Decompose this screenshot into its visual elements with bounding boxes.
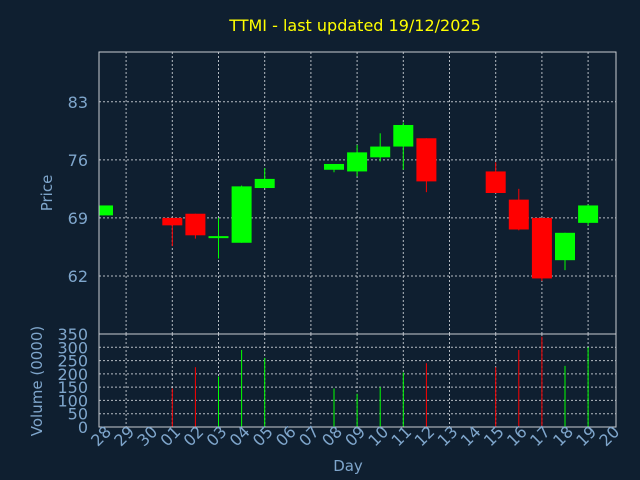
candle-body bbox=[370, 146, 391, 158]
x-axis-label: Day bbox=[333, 457, 363, 475]
chart-title: TTMI - last updated 19/12/2025 bbox=[228, 16, 481, 35]
volume-y-tick-label: 100 bbox=[57, 391, 88, 410]
candle-body bbox=[555, 232, 575, 261]
candle-body bbox=[231, 186, 252, 243]
candle-body bbox=[578, 205, 599, 223]
volume-bars bbox=[171, 336, 589, 427]
price-y-tick-label: 69 bbox=[68, 209, 88, 228]
candle bbox=[185, 213, 206, 239]
volume-frame bbox=[98, 333, 617, 428]
volume-y-tick-label: 150 bbox=[57, 378, 88, 397]
price-axis-label: Price bbox=[38, 175, 56, 212]
price-y-tick-label: 83 bbox=[68, 93, 88, 112]
candle-body bbox=[185, 213, 206, 236]
x-axis-ticks: 2829300102030405060708091011121314151617… bbox=[87, 422, 623, 450]
candle bbox=[508, 188, 529, 231]
volume-y-tick-label: 250 bbox=[57, 352, 88, 371]
candle bbox=[99, 205, 113, 216]
candle bbox=[231, 185, 252, 243]
candle bbox=[485, 162, 506, 193]
price-panel: 62 69 76 83 Price bbox=[38, 51, 617, 335]
candle-body bbox=[416, 138, 437, 182]
candle bbox=[393, 122, 414, 170]
price-y-tick-label: 76 bbox=[68, 151, 88, 170]
price-y-tick-label: 62 bbox=[68, 267, 88, 286]
volume-y-tick-label: 300 bbox=[57, 338, 88, 357]
candle-body bbox=[324, 163, 344, 170]
candle bbox=[254, 168, 275, 189]
candle-body bbox=[508, 199, 529, 230]
candles bbox=[99, 122, 599, 281]
candle bbox=[347, 144, 368, 177]
candle bbox=[578, 204, 599, 226]
candle-body bbox=[347, 152, 368, 172]
candle bbox=[531, 217, 552, 281]
price-y-ticks: 62 69 76 83 bbox=[68, 93, 88, 286]
candle-body bbox=[162, 217, 183, 226]
volume-axis-label: Volume (0000) bbox=[28, 326, 46, 436]
candle-body bbox=[99, 205, 113, 216]
volume-y-tick-label: 50 bbox=[68, 405, 88, 424]
candle bbox=[555, 232, 575, 271]
volume-y-tick-label: 200 bbox=[57, 365, 88, 384]
candle bbox=[208, 217, 229, 259]
candle bbox=[162, 217, 183, 247]
candle bbox=[324, 163, 344, 173]
candle-body bbox=[208, 236, 229, 239]
candle bbox=[416, 138, 437, 193]
candle-body bbox=[485, 171, 506, 193]
candle-body bbox=[254, 178, 275, 189]
volume-y-tick-label: 350 bbox=[57, 325, 88, 344]
candle bbox=[370, 133, 391, 162]
volume-y-tick-label: 0 bbox=[78, 418, 88, 437]
candle-body bbox=[393, 124, 414, 147]
candle-body bbox=[531, 217, 552, 279]
